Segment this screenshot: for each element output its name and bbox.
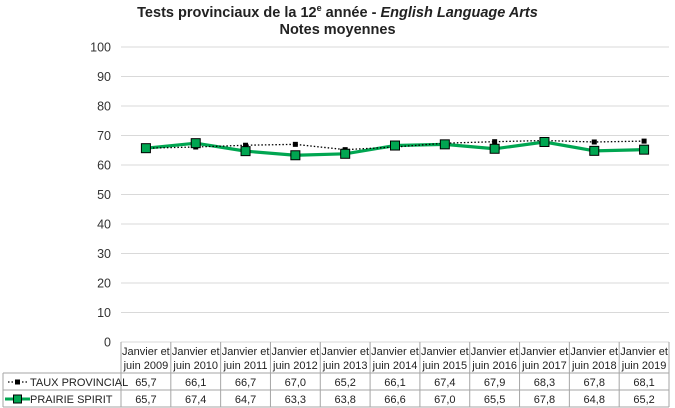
point-taux-provincial: [292, 141, 298, 147]
category-label: juin 2012: [272, 360, 318, 372]
y-tick-label: 40: [97, 218, 111, 232]
y-tick-label: 80: [97, 100, 111, 114]
legend-marker-taux-provincial: [15, 379, 20, 385]
y-tick-label: 30: [97, 247, 111, 261]
category-label: juin 2014: [372, 360, 418, 372]
point-prairie-spirit: [489, 143, 500, 154]
point-taux-provincial: [243, 142, 249, 148]
category-label: Janvier et: [521, 346, 569, 358]
legend-marker-prairie-spirit: [13, 394, 22, 404]
data-label: 67,8: [534, 394, 555, 406]
y-tick-label: 70: [97, 129, 111, 143]
legend-label: TAUX PROVINCIAL: [30, 377, 128, 389]
point-taux-provincial: [492, 139, 498, 145]
category-label: Janvier et: [371, 346, 419, 358]
category-label: Janvier et: [272, 346, 320, 358]
point-taux-provincial: [641, 138, 647, 144]
data-label: 64,7: [235, 394, 256, 406]
y-tick-label: 10: [97, 306, 111, 320]
data-label: 65,2: [633, 394, 654, 406]
category-label: Janvier et: [421, 346, 469, 358]
data-label: 65,2: [334, 377, 355, 389]
data-label: 65,7: [135, 394, 156, 406]
chart-title: Tests provinciaux de la 12e année - Engl…: [137, 3, 538, 21]
category-label: juin 2019: [621, 360, 667, 372]
data-label: 65,7: [135, 377, 156, 389]
y-tick-label: 0: [104, 336, 111, 350]
category-label: juin 2010: [172, 360, 218, 372]
y-tick-label: 60: [97, 159, 111, 173]
data-label: 67,8: [584, 377, 605, 389]
category-label: juin 2015: [421, 360, 467, 372]
point-prairie-spirit: [639, 144, 650, 155]
point-prairie-spirit: [439, 139, 450, 150]
point-prairie-spirit: [589, 145, 600, 156]
category-label: Janvier et: [321, 346, 369, 358]
category-label: juin 2013: [322, 360, 368, 372]
point-prairie-spirit: [390, 140, 400, 151]
y-tick-label: 20: [97, 277, 111, 291]
point-prairie-spirit: [240, 146, 251, 157]
point-prairie-spirit: [539, 136, 550, 147]
data-label: 64,8: [584, 394, 605, 406]
category-label: juin 2018: [571, 360, 617, 372]
category-label: juin 2011: [223, 360, 268, 372]
data-label: 68,3: [534, 377, 555, 389]
category-label: Janvier et: [570, 346, 618, 358]
point-prairie-spirit: [190, 138, 201, 149]
category-label: juin 2017: [521, 360, 567, 372]
data-label: 63,8: [334, 394, 355, 406]
category-label: juin 2009: [123, 360, 169, 372]
point-taux-provincial: [591, 139, 597, 145]
y-tick-label: 50: [97, 188, 111, 202]
data-label: 66,7: [235, 377, 256, 389]
category-label: Janvier et: [172, 346, 220, 358]
data-label: 66,1: [384, 377, 405, 389]
point-prairie-spirit: [340, 148, 351, 159]
category-label: Janvier et: [222, 346, 270, 358]
data-label: 66,6: [384, 394, 405, 406]
data-label: 67,9: [484, 377, 505, 389]
chart-subtitle: Notes moyennes: [279, 22, 396, 38]
data-label: 67,0: [285, 377, 306, 389]
point-prairie-spirit: [290, 150, 301, 161]
category-label: juin 2016: [471, 360, 517, 372]
data-label: 63,3: [285, 394, 306, 406]
data-label: 68,1: [633, 377, 654, 389]
data-label: 65,5: [484, 394, 505, 406]
y-tick-label: 100: [90, 41, 111, 55]
category-label: Janvier et: [122, 346, 170, 358]
legend-label: PRAIRIE SPIRIT: [30, 394, 113, 406]
point-prairie-spirit: [140, 143, 151, 154]
category-label: Janvier et: [471, 346, 519, 358]
data-label: 67,4: [185, 394, 206, 406]
category-label: Janvier et: [620, 346, 668, 358]
data-label: 67,4: [434, 377, 455, 389]
y-tick-label: 90: [97, 70, 111, 84]
data-label: 67,0: [434, 394, 455, 406]
data-label: 66,1: [185, 377, 206, 389]
